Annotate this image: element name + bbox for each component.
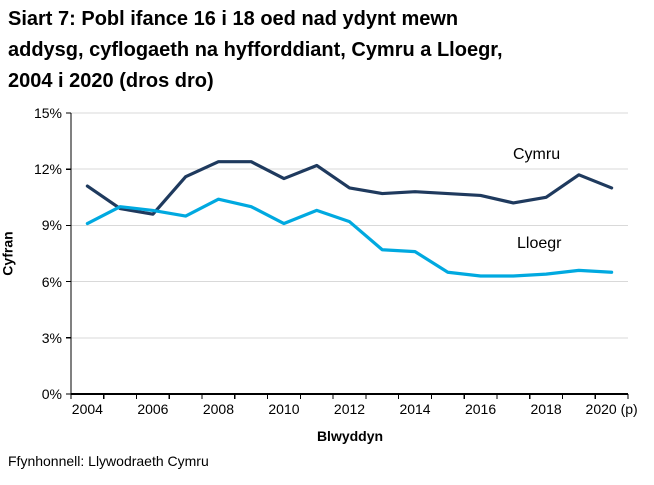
y-tick-label-3pct: 3% [41,329,62,346]
series-line-cymru [85,160,614,216]
x-tick-label-2014: 2014 [399,401,431,417]
x-tick-label-2006: 2006 [137,401,169,417]
y-tick-label-12pct: 12% [33,161,62,178]
x-tick-label-2020: 2020 (p) [585,401,638,417]
series-line-lloegr [85,197,614,278]
chart-title-line-3: 2004 i 2020 (dros dro) [8,70,214,92]
x-tick-label-2004: 2004 [71,401,103,417]
y-tick-label-15pct: 15% [33,105,62,121]
x-tick-label-2016: 2016 [464,401,497,417]
x-tick-label-2018: 2018 [530,401,562,417]
chart-title-line-1: Siart 7: Pobl ifance 16 i 18 oed nad ydy… [8,8,459,30]
y-tick-label-0pct: 0% [41,386,62,402]
series-label-lloegr: Lloegr [517,235,562,252]
chart-title-line-2: addysg, cyflogaeth na hyfforddiant, Cymr… [8,39,503,61]
source-note: Ffynhonnell: Llywodraeth Cymru [8,453,209,469]
chart-title: Siart 7: Pobl ifance 16 i 18 oed nad ydy… [8,4,648,97]
y-tick-label-9pct: 9% [41,217,62,234]
x-axis-title: Blwyddyn [316,428,384,444]
x-tick-label-2010: 2010 [268,401,300,417]
x-tick-label-2012: 2012 [333,401,366,417]
x-tick-label-2008: 2008 [202,401,235,417]
series-label-cymru: Cymru [513,146,561,163]
y-tick-label-6pct: 6% [41,273,62,290]
